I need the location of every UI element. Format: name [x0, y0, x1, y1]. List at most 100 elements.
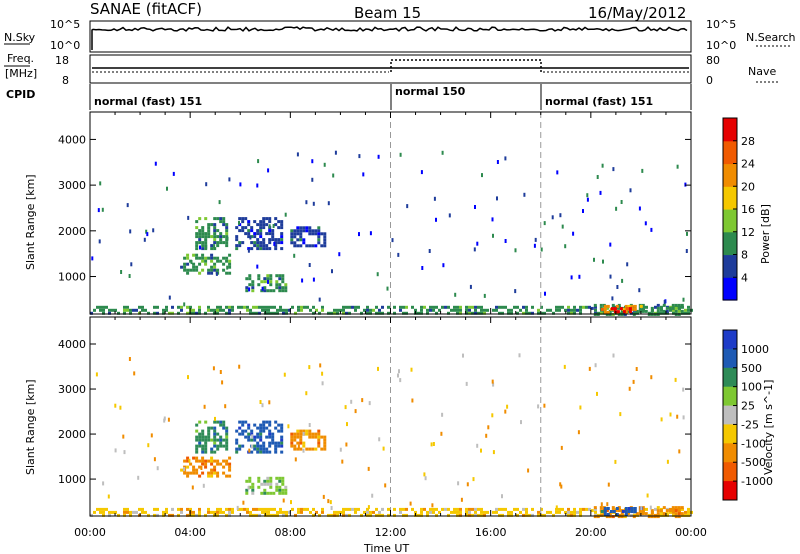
velocity-cell — [429, 510, 432, 514]
velocity-speckle — [128, 357, 131, 361]
power-cell — [645, 305, 648, 309]
velocity-cell — [321, 507, 324, 511]
velocity-cell — [248, 476, 252, 480]
power-cell — [156, 311, 159, 315]
power-cell — [519, 308, 522, 312]
velocity-speckle — [410, 367, 413, 372]
power-cell — [204, 241, 208, 245]
power-cell — [253, 244, 257, 248]
velocity-cell — [222, 420, 226, 424]
velocity-cell — [387, 513, 390, 517]
velocity-cell — [274, 450, 278, 454]
power-cell — [257, 277, 261, 281]
velocity-cell — [266, 482, 270, 486]
velocity-cell — [222, 465, 226, 469]
power-cell — [126, 305, 129, 309]
velocity-cell — [268, 450, 272, 454]
power-cell — [348, 305, 351, 309]
velocity-cell — [498, 507, 501, 511]
y-tick-label: 4000 — [58, 338, 86, 351]
power-cell — [309, 308, 312, 312]
velocity-cell — [189, 471, 193, 475]
velocity-cell — [216, 510, 219, 514]
velocity-cell — [259, 435, 263, 439]
velocity-speckle — [163, 418, 166, 423]
velocity-cell — [266, 476, 270, 480]
velocity-speckle — [251, 444, 253, 449]
power-cell — [280, 241, 284, 245]
velocity-speckle — [399, 378, 402, 383]
velocity-cell — [635, 512, 639, 516]
power-cell — [501, 311, 504, 315]
power-speckle — [599, 190, 602, 195]
colorbar-swatch — [723, 424, 737, 444]
velocity-cell — [274, 441, 278, 445]
velocity-cell — [674, 506, 678, 510]
power-cell — [611, 303, 615, 307]
power-cell — [192, 265, 196, 269]
velocity-cell — [105, 507, 108, 511]
power-cell — [177, 311, 180, 315]
velocity-cell — [459, 507, 462, 511]
power-cell — [210, 268, 214, 272]
velocity-cell — [611, 506, 615, 510]
velocity-cell — [207, 429, 211, 433]
velocity-speckle — [424, 476, 427, 481]
velocity-speckle — [563, 364, 566, 369]
power-cell — [168, 311, 171, 315]
power-cell — [302, 241, 306, 245]
power-cell — [247, 220, 251, 224]
power-cell — [201, 256, 205, 260]
velocity-speckle — [432, 442, 435, 446]
x-tick-label: 04:00 — [174, 526, 206, 539]
power-speckle — [386, 286, 389, 291]
power-cell — [198, 308, 201, 312]
power-cell — [291, 305, 294, 309]
power-speckle — [226, 236, 229, 241]
velocity-cell — [624, 510, 628, 513]
power-cell — [363, 308, 366, 312]
power-cell — [259, 226, 263, 230]
velocity-cell — [468, 513, 471, 517]
velocity-cell — [573, 513, 576, 517]
power-cell — [278, 289, 282, 293]
velocity-cell — [235, 438, 239, 442]
velocity-cell — [241, 420, 245, 424]
velocity-cell — [210, 468, 214, 472]
power-cell — [261, 305, 264, 309]
velocity-cell — [623, 515, 627, 519]
power-cell — [279, 305, 282, 309]
velocity-cell — [516, 507, 519, 511]
velocity-cell — [282, 510, 285, 514]
power-cell — [672, 311, 675, 315]
power-cell — [216, 305, 219, 309]
velocity-cell — [210, 456, 214, 460]
power-speckle — [663, 300, 666, 304]
velocity-cell — [162, 513, 165, 517]
power-cell — [293, 229, 297, 233]
velocity-cell — [495, 510, 498, 514]
velocity-cell — [483, 510, 486, 514]
power-cell — [259, 223, 263, 227]
velocity-cell — [638, 509, 642, 513]
velocity-cell — [225, 441, 229, 445]
velocity-cell — [277, 423, 281, 427]
power-speckle — [629, 188, 632, 193]
power-speckle — [296, 152, 299, 157]
velocity-cell — [311, 432, 315, 436]
velocity-grid — [390, 317, 542, 516]
velocity-cell — [656, 515, 660, 519]
velocity-cell — [417, 513, 420, 517]
power-cell — [276, 308, 279, 312]
power-cell — [266, 277, 270, 281]
power-cell — [192, 308, 195, 312]
velocity-speckle — [527, 468, 530, 473]
velocity-cell — [257, 476, 261, 480]
power-cell — [622, 310, 626, 314]
power-cell — [284, 286, 288, 290]
power-cell — [281, 289, 285, 293]
velocity-cell — [525, 513, 528, 517]
velocity-cell — [483, 513, 486, 517]
